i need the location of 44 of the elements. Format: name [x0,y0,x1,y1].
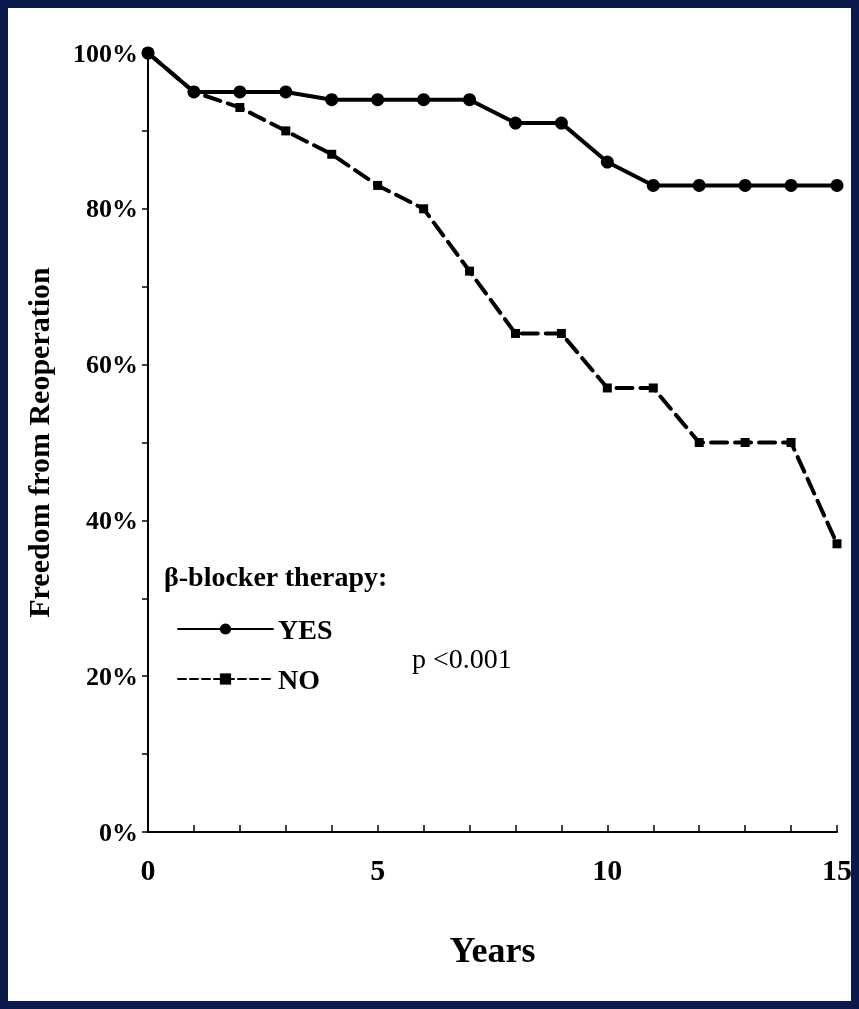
point [465,266,475,276]
point [556,328,566,338]
x-axis-title: Years [449,930,536,970]
point [327,149,337,159]
point [646,178,660,192]
point [740,438,750,447]
x-tick-label: 15 [822,852,852,886]
x-tick-label: 0 [140,852,156,886]
legend-label: NO [278,663,320,695]
point [281,126,291,136]
point [784,178,798,192]
y-axis-title: Freedom from Reoperation [21,266,55,618]
point [554,116,568,130]
point [325,93,339,107]
point [648,383,658,393]
point [832,539,842,549]
point [830,178,844,192]
x-tick-label: 5 [370,852,386,886]
point [508,116,522,130]
point [417,93,431,107]
point [235,103,245,113]
point [602,383,612,393]
point [738,178,752,192]
legend-title: β-blocker therapy: [164,560,388,592]
point [692,178,706,192]
y-tick-label: 100% [73,38,138,68]
y-tick-label: 20% [86,661,138,691]
point [233,85,247,99]
point [419,204,429,214]
legend-label: YES [278,613,333,645]
y-tick-label: 80% [86,194,138,224]
y-tick-label: 40% [86,505,138,535]
point [279,85,293,99]
x-tick-label: 10 [592,852,623,886]
y-tick-label: 60% [86,350,138,380]
point [510,328,520,338]
point [694,438,704,447]
point [463,93,477,107]
point [786,438,796,447]
point [373,180,383,190]
point [600,155,614,169]
annotation: p <0.001 [412,642,512,674]
y-tick-label: 0% [99,817,138,847]
point [371,93,385,107]
